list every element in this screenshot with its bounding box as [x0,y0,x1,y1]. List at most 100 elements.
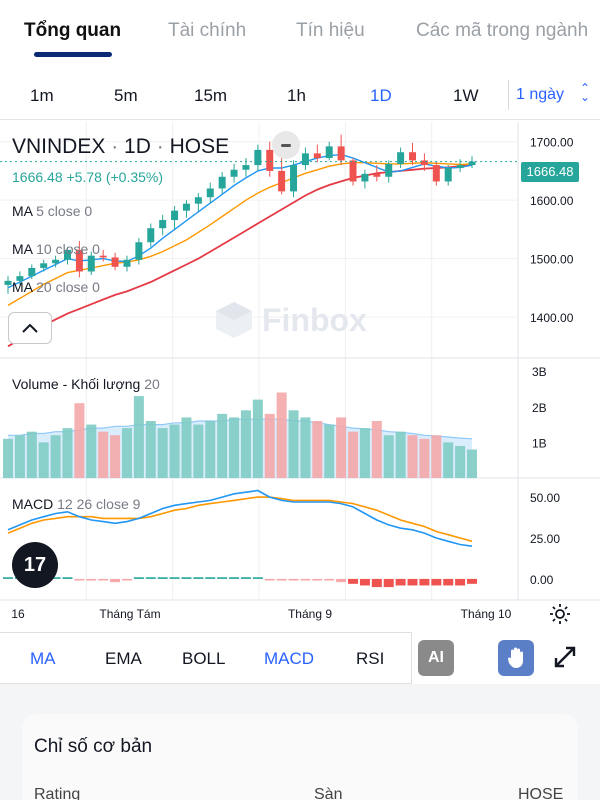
volume-bar [62,428,73,478]
exchange-value: HOSE [518,786,564,800]
timeframe-1d[interactable]: 1D [370,86,392,105]
ai-button[interactable]: AI [418,640,454,676]
ma20-legend[interactable]: MA 20 close 0 [12,279,100,295]
candle-body [349,160,357,182]
volume-bar [371,421,382,478]
macd-hist-bar [62,577,73,579]
gear-icon[interactable] [548,602,572,626]
macd-hist-bar [395,578,406,586]
volume-bar [348,431,359,478]
timeframe-1w[interactable]: 1W [453,86,479,105]
timeframe-divider [508,80,509,110]
candle-body [468,161,476,166]
indicator-macd[interactable]: MACD [264,649,315,668]
candle-body [278,170,286,192]
macd-hist-bar [205,577,216,579]
interval-select[interactable]: 1 ngày [516,86,565,103]
exchange-label: Sàn [314,786,343,800]
volume-bar [181,417,192,478]
macd-legend[interactable]: MACD 12 26 close 9 [12,496,141,512]
price-axis-label: 1600.00 [530,194,574,208]
select-arrows-icon[interactable]: ⌃ ⌄ [580,81,591,104]
macd-line [7,489,473,547]
volume-bar [26,431,37,478]
timeframe-1h[interactable]: 1h [287,86,306,105]
hand-tool-button[interactable] [498,640,534,676]
volume-bar [467,449,477,478]
macd-hist-bar [407,578,418,586]
volume-bar [145,421,156,478]
macd-hist-bar [145,577,156,579]
price-axis-label: 1500.00 [530,253,574,267]
tradingview-logo[interactable]: 17 [12,542,58,588]
volume-bar [240,410,251,478]
ma10-legend[interactable]: MA 10 close 0 [12,241,100,257]
hide-legend-button[interactable] [272,131,300,159]
candle-body [28,267,36,277]
timeframe-5m[interactable]: 5m [114,86,138,105]
volume-bar [121,428,132,478]
volume-bar [217,413,228,478]
indicator-boll[interactable]: BOLL [182,649,226,668]
macd-hist-bar [300,578,311,581]
candle-body [373,173,381,177]
tab-signals[interactable]: Tín hiệu [296,20,365,41]
volume-bar [383,435,394,478]
candle-body [194,197,202,204]
indicator-ema[interactable]: EMA [105,649,142,668]
timeframe-15m[interactable]: 15m [194,86,228,105]
macd-signal-line [7,496,473,543]
macd-hist-bar [288,578,299,581]
tab-finance[interactable]: Tài chính [168,20,247,41]
collapse-legend-button[interactable] [8,312,52,344]
watermark-text: Finbox [262,301,367,338]
symbol-legend: VNINDEX · 1D · HOSE [12,135,230,158]
macd-axis-label: 0.00 [530,573,554,587]
candle-body [409,152,417,161]
macd-hist-bar [324,578,335,581]
indicator-rsi[interactable]: RSI [356,649,385,668]
tab-industry[interactable]: Các mã trong ngành [416,20,589,41]
tab-overview[interactable]: Tổng quan [24,20,122,41]
candle-body [147,228,155,243]
candle-body [75,249,83,272]
candle-body [4,280,12,285]
volume-bar [74,403,85,478]
candle-body [123,259,131,267]
ma5-legend[interactable]: MA 5 close 0 [12,203,93,219]
macd-hist-bar [240,577,251,579]
volume-bar [407,435,418,478]
fullscreen-icon[interactable] [550,642,580,672]
price-axis-label: 1700.00 [530,136,574,150]
candle-body [397,152,405,164]
chevron-up-icon [22,323,38,333]
volume-bar [288,410,299,478]
ma5-line [7,153,473,289]
macd-hist-bar [193,577,204,579]
indicator-ma[interactable]: MA [30,649,56,668]
candle-body [87,255,95,272]
volume-bar [443,442,454,478]
chart-svg[interactable]: 1700.00 1600.00 1500.00 1400.00 3B 2B 1B 50.00 2… [0,122,600,630]
macd-hist-bar [252,577,263,579]
macd-hist-bar [443,578,454,586]
macd-hist-bar [74,578,85,581]
candle-body [182,203,190,211]
candle-body [337,146,345,161]
chart-area[interactable]: 1700.00 1600.00 1500.00 1400.00 3B 2B 1B 50.00 2… [0,122,600,630]
macd-hist-bar [467,578,477,584]
volume-bar [193,424,204,478]
timeframe-1m[interactable]: 1m [30,86,54,105]
time-axis-label: Tháng 10 [461,607,512,621]
volume-legend[interactable]: Volume - Khối lượng 20 [12,376,160,392]
volume-bar [229,417,240,478]
macd-hist-bar [455,578,466,586]
volume-axis-label: 3B [532,365,547,379]
candle-body [52,259,60,264]
macd-axis-label: 25.00 [530,532,560,546]
candle-body [171,210,179,221]
volume-bar [359,428,370,478]
macd-axis-label: 50.00 [530,491,560,505]
candle-body [385,163,393,177]
candle-body [325,146,333,159]
